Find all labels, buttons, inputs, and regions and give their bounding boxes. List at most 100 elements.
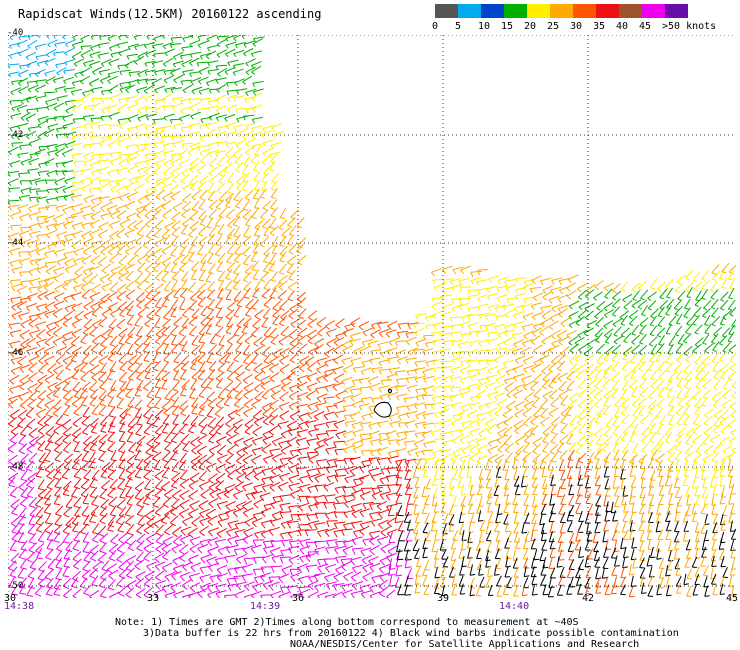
wind-barb-feather: [20, 100, 24, 105]
wind-barb-feather: [359, 467, 365, 474]
wind-barb: [126, 431, 134, 442]
wind-barb-feather: [551, 308, 556, 313]
wind-barb-feather: [108, 405, 114, 408]
wind-barb: [533, 344, 543, 352]
wind-barb: [542, 290, 553, 298]
wind-barb: [100, 202, 111, 209]
wind-barb: [548, 377, 557, 387]
wind-barb: [612, 441, 619, 452]
wind-barb: [63, 453, 74, 462]
wind-barb-feather: [326, 460, 331, 467]
wind-barb-feather: [578, 296, 583, 300]
wind-barb-feather: [513, 343, 518, 348]
wind-barb: [503, 359, 515, 364]
wind-barb: [344, 420, 356, 424]
wind-barb: [263, 352, 272, 362]
wind-barb: [720, 454, 731, 462]
wind-barb-feather: [684, 458, 689, 462]
wind-barb: [17, 417, 26, 426]
wind-barb: [522, 407, 533, 415]
wind-barb-feather: [683, 371, 688, 374]
wind-barb: [10, 424, 21, 433]
wind-barb: [278, 335, 289, 343]
wind-barb-feather: [55, 128, 59, 133]
wind-barb-feather: [18, 36, 21, 41]
wind-barb-feather: [200, 432, 207, 435]
wind-barb-feather: [46, 173, 50, 178]
wind-barb-feather: [236, 304, 242, 308]
wind-barb-feather: [83, 242, 88, 247]
wind-barb: [89, 355, 99, 364]
wind-barb-feather: [17, 173, 21, 178]
wind-barb-feather: [243, 387, 249, 392]
wind-barb-feather: [109, 260, 115, 264]
wind-barb-feather: [316, 323, 322, 328]
wind-barb-feather: [8, 200, 11, 206]
wind-barb: [107, 441, 116, 451]
wind-barb-feather: [206, 47, 211, 52]
wind-barb: [461, 313, 472, 319]
wind-barb-feather: [80, 341, 86, 345]
wind-barb: [225, 233, 233, 244]
wind-barb-feather: [504, 351, 509, 356]
wind-barb-feather: [720, 370, 725, 374]
wind-barb-feather: [251, 216, 257, 219]
wind-barb: [125, 404, 134, 414]
wind-barb: [251, 131, 263, 136]
wind-barb: [20, 318, 31, 325]
wind-barb-feather: [136, 467, 143, 471]
wind-barb-feather: [506, 406, 511, 411]
wind-barb: [667, 372, 676, 382]
wind-barb-feather: [413, 369, 418, 374]
wind-barb-feather: [701, 278, 706, 281]
wind-barb-feather: [81, 422, 88, 427]
wind-barb: [161, 378, 168, 389]
wind-barb: [720, 369, 728, 379]
wind-barb-feather: [421, 395, 425, 401]
wind-barb-feather: [19, 261, 24, 266]
wind-barb-feather: [226, 261, 232, 264]
wind-barb: [308, 428, 320, 433]
wind-barb-feather: [497, 334, 502, 339]
wind-barb-feather: [35, 98, 39, 102]
wind-barb: [433, 321, 445, 327]
wind-barb: [226, 252, 234, 263]
wind-barb-feather: [414, 433, 418, 439]
wind-barb: [638, 345, 648, 354]
wind-barb: [225, 268, 233, 279]
wind-barb: [512, 311, 524, 316]
wind-barb: [29, 258, 41, 262]
wind-barb-feather: [551, 423, 557, 427]
wind-barb: [577, 452, 587, 462]
wind-barb: [504, 381, 515, 390]
wind-barb: [404, 458, 416, 462]
wind-barb-feather: [713, 424, 719, 427]
wind-barb-feather: [360, 423, 364, 429]
wind-barb: [119, 380, 127, 390]
wind-barb: [205, 50, 217, 57]
wind-barb-feather: [623, 432, 628, 435]
wind-barb: [180, 53, 192, 57]
wind-barb: [522, 312, 534, 318]
wind-barb-feather: [578, 306, 583, 310]
wind-barb: [29, 230, 41, 235]
wind-barb-feather: [179, 55, 183, 60]
wind-barb-feather: [424, 343, 429, 348]
wind-barb-feather: [566, 442, 572, 445]
wind-barb-feather: [17, 82, 22, 86]
wind-barb-feather: [342, 398, 347, 403]
wind-barb: [107, 431, 116, 441]
wind-barb-feather: [477, 298, 481, 303]
wind-barb-feather: [18, 90, 22, 95]
wind-barb-feather: [28, 143, 33, 147]
wind-barb-feather: [18, 234, 24, 239]
wind-barb-feather: [486, 377, 490, 382]
wind-barb-feather: [333, 403, 338, 409]
wind-barb: [279, 391, 289, 399]
wind-barb: [128, 43, 139, 48]
wind-barb: [154, 334, 165, 343]
wind-barb-feather: [188, 259, 194, 263]
wind-barb-feather: [127, 155, 132, 160]
wind-barb: [711, 352, 719, 362]
wind-barb: [161, 183, 173, 189]
